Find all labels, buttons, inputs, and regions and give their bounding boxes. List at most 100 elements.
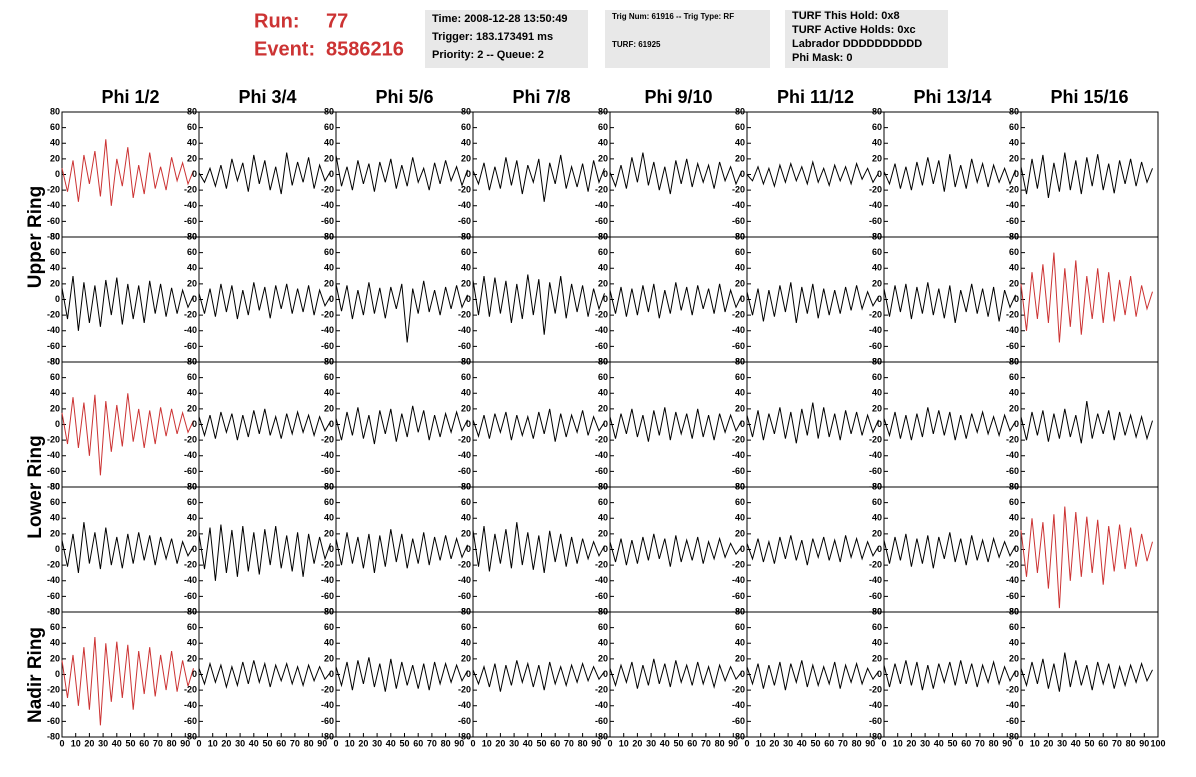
y-tick-label: 0 <box>55 169 60 179</box>
y-tick-label: 60 <box>50 247 60 257</box>
y-tick-label: 0 <box>877 419 882 429</box>
waveform <box>883 660 1016 691</box>
ring-label: Upper Ring <box>25 186 46 288</box>
y-tick-label: 80 <box>598 481 608 491</box>
y-tick-label: -80 <box>732 606 745 616</box>
panel-frame <box>609 236 748 363</box>
y-tick-label: -40 <box>184 200 197 210</box>
x-tick-label: 20 <box>84 738 94 748</box>
y-tick-label: -60 <box>732 341 745 351</box>
column-title: Phi 11/12 <box>777 87 854 107</box>
info-box <box>425 10 588 68</box>
panel-frame <box>746 361 885 488</box>
y-tick-label: 20 <box>1009 153 1019 163</box>
y-tick-label: 60 <box>1009 622 1019 632</box>
run-label: Run: <box>254 10 300 32</box>
y-tick-label: -20 <box>458 435 471 445</box>
y-tick-label: -40 <box>184 325 197 335</box>
y-tick-label: 80 <box>598 356 608 366</box>
x-tick-label: 60 <box>687 738 697 748</box>
waveform <box>472 154 605 202</box>
x-tick-label: 0 <box>607 738 612 748</box>
x-tick-label: 70 <box>1112 738 1122 748</box>
y-tick-label: 60 <box>461 497 471 507</box>
y-tick-label: 60 <box>735 247 745 257</box>
y-tick-label: -40 <box>47 700 60 710</box>
y-tick-label: -20 <box>1006 685 1019 695</box>
x-tick-label: 40 <box>797 738 807 748</box>
y-tick-label: -40 <box>321 700 334 710</box>
panel-frame <box>198 236 337 363</box>
y-tick-label: -60 <box>595 591 608 601</box>
y-tick-label: 60 <box>50 622 60 632</box>
y-tick-label: 20 <box>598 653 608 663</box>
y-tick-label: 40 <box>461 138 471 148</box>
y-tick-label: 80 <box>50 606 60 616</box>
x-tick-label: 20 <box>1043 738 1053 748</box>
y-tick-label: 20 <box>187 528 197 538</box>
y-tick-label: 40 <box>1009 388 1019 398</box>
y-tick-label: 0 <box>466 669 471 679</box>
y-tick-label: -40 <box>869 325 882 335</box>
waveform <box>1020 401 1153 444</box>
x-tick-label: 20 <box>221 738 231 748</box>
y-tick-label: -60 <box>184 341 197 351</box>
y-tick-label: 80 <box>50 231 60 241</box>
y-tick-label: 0 <box>877 544 882 554</box>
y-tick-label: 20 <box>50 153 60 163</box>
waveform <box>335 280 468 343</box>
waveform <box>61 393 194 476</box>
y-tick-label: -20 <box>458 560 471 570</box>
y-tick-label: 20 <box>50 278 60 288</box>
x-tick-label: 40 <box>249 738 259 748</box>
info: Labrador DDDDDDDDDD <box>792 38 922 50</box>
waveform <box>61 522 194 573</box>
y-tick-label: -60 <box>458 216 471 226</box>
y-tick-label: 60 <box>598 122 608 132</box>
y-tick-label: 20 <box>50 528 60 538</box>
y-tick-label: 60 <box>461 622 471 632</box>
y-tick-label: -60 <box>184 466 197 476</box>
x-tick-label: 90 <box>180 738 190 748</box>
waveform <box>1020 152 1153 198</box>
y-tick-label: -60 <box>458 716 471 726</box>
y-tick-label: -40 <box>184 575 197 585</box>
y-tick-label: 20 <box>461 153 471 163</box>
y-tick-label: 60 <box>872 372 882 382</box>
waveform <box>472 274 605 335</box>
y-tick-label: -20 <box>869 310 882 320</box>
x-tick-label: 30 <box>235 738 245 748</box>
y-tick-label: -40 <box>47 200 60 210</box>
y-tick-label: 60 <box>187 622 197 632</box>
y-tick-label: 20 <box>324 153 334 163</box>
y-tick-label: 80 <box>324 356 334 366</box>
y-tick-label: -60 <box>184 216 197 226</box>
run: 77 <box>326 10 348 32</box>
waveform <box>1020 652 1153 692</box>
y-tick-label: -40 <box>321 200 334 210</box>
y-tick-label: -80 <box>1006 356 1019 366</box>
y-tick-label: 60 <box>50 122 60 132</box>
y-tick-label: 0 <box>740 169 745 179</box>
x-tick-label: 80 <box>167 738 177 748</box>
waveform <box>609 152 742 195</box>
y-tick-label: -20 <box>184 310 197 320</box>
event: 8586216 <box>326 38 404 60</box>
x-tick-label: 10 <box>345 738 355 748</box>
y-tick-label: -80 <box>184 231 197 241</box>
y-tick-label: -80 <box>321 356 334 366</box>
info: Priority: 2 -- Queue: 2 <box>432 49 544 61</box>
y-tick-label: 0 <box>329 669 334 679</box>
y-tick-label: 20 <box>872 153 882 163</box>
info: TURF Active Holds: 0xc <box>792 24 916 36</box>
y-tick-label: 0 <box>603 669 608 679</box>
y-tick-label: 60 <box>187 497 197 507</box>
y-tick-label: -40 <box>732 450 745 460</box>
y-tick-label: 80 <box>872 481 882 491</box>
x-tick-label: 50 <box>125 738 135 748</box>
y-tick-label: 60 <box>461 122 471 132</box>
waveform <box>61 636 194 726</box>
info: Trig Num: 61916 -- Trig Type: RF <box>612 12 734 21</box>
x-tick-label: 10 <box>619 738 629 748</box>
